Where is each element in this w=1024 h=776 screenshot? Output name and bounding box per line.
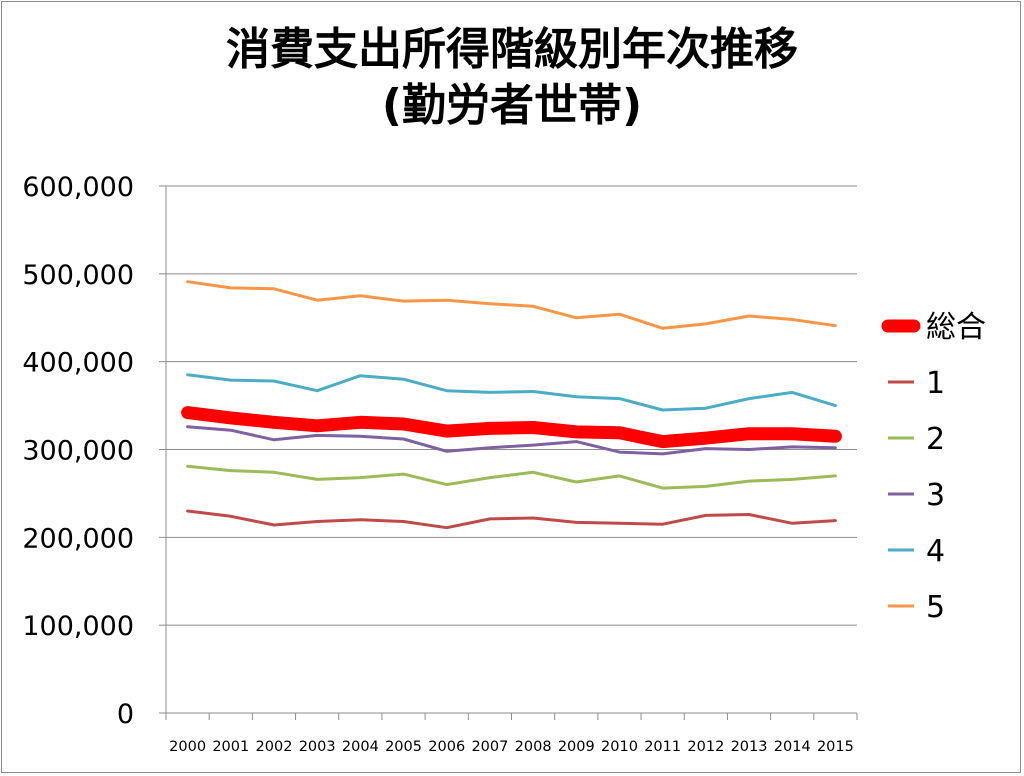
chart-title-line-2: (勤労者世帯) (381, 80, 643, 131)
y-tick-label: 400,000 (22, 348, 134, 379)
chart-title: 消費支出所得階級別年次推移 (勤労者世帯) (0, 22, 1024, 134)
series-line-3 (186, 425, 837, 456)
x-tick-label: 2006 (428, 739, 465, 755)
series-line-total (181, 406, 842, 449)
x-tick-label: 2005 (385, 739, 422, 755)
legend-label: 総合 (926, 310, 986, 345)
series-lines (181, 280, 842, 530)
series-line-1 (186, 509, 837, 530)
legend-label: 3 (926, 478, 945, 513)
series-line-2 (186, 464, 837, 490)
y-tick-label: 0 (117, 699, 134, 730)
x-tick-label: 2000 (169, 739, 206, 755)
y-tick-label: 600,000 (22, 172, 134, 203)
y-tick-label: 500,000 (22, 260, 134, 291)
legend-label: 5 (926, 590, 945, 625)
y-tick-label: 100,000 (22, 611, 134, 642)
series-line-5 (186, 280, 837, 330)
gridlines (166, 185, 857, 626)
x-tick-label: 2003 (299, 739, 336, 755)
x-tick-label: 2011 (644, 739, 681, 755)
legend-label: 1 (926, 366, 945, 401)
axes: 0 100,000 200,000 300,000 400,000 500,000 600,… (22, 172, 858, 755)
x-tick-label: 2008 (515, 739, 552, 755)
series-line-4 (186, 373, 837, 412)
x-tick-label: 2014 (774, 739, 811, 755)
x-tick-label: 2013 (731, 739, 768, 755)
x-tick-label: 2009 (558, 739, 595, 755)
x-tick-label: 2002 (256, 739, 293, 755)
x-tick-label: 2004 (342, 739, 379, 755)
legend-label: 2 (926, 422, 945, 457)
legend-label: 4 (926, 534, 945, 569)
y-tick-label: 300,000 (22, 436, 134, 467)
x-tick-label: 2012 (687, 739, 724, 755)
legend: 総合 1 2 3 4 5 (881, 310, 986, 625)
y-tick-label: 200,000 (22, 523, 134, 554)
x-tick-label: 2010 (601, 739, 638, 755)
x-tick-label: 2007 (471, 739, 508, 755)
x-tick-label: 2001 (212, 739, 249, 755)
chart-title-line-1: 消費支出所得階級別年次推移 (226, 24, 798, 75)
x-tick-label: 2015 (817, 739, 854, 755)
